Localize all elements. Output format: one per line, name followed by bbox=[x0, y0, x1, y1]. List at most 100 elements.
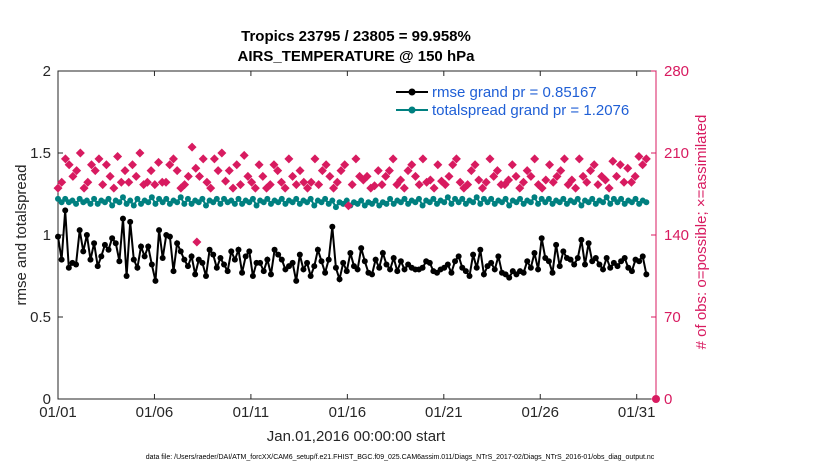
legend-label-spread: totalspread grand pr = 1.2076 bbox=[432, 102, 629, 119]
spread-point bbox=[329, 197, 336, 204]
chart-subtitle: AIRS_TEMPERATURE @ 150 hPa bbox=[238, 48, 476, 65]
obs-point bbox=[507, 160, 517, 170]
obs-point bbox=[317, 166, 327, 176]
obs-point bbox=[340, 160, 350, 170]
spread-point bbox=[545, 195, 552, 202]
obs-point bbox=[332, 177, 342, 187]
rmse-point bbox=[275, 251, 282, 258]
rmse-point bbox=[166, 233, 173, 240]
obs-point bbox=[444, 171, 454, 181]
spread-point bbox=[430, 195, 437, 202]
series-rmse bbox=[55, 207, 650, 284]
rmse-point bbox=[426, 259, 433, 266]
obs-point bbox=[582, 177, 592, 187]
spread-point bbox=[574, 195, 581, 202]
rmse-point bbox=[257, 259, 264, 266]
rmse-point bbox=[239, 269, 246, 276]
rmse-point bbox=[574, 254, 581, 261]
obs-point bbox=[463, 180, 473, 190]
obs-point bbox=[105, 171, 115, 181]
rmse-point bbox=[567, 256, 574, 263]
spread-point bbox=[618, 195, 625, 202]
obs-point bbox=[518, 177, 528, 187]
obs-point bbox=[53, 183, 63, 193]
rmse-point bbox=[538, 235, 545, 242]
obs-point bbox=[124, 177, 134, 187]
spread-point bbox=[441, 199, 448, 206]
rmse-point bbox=[361, 258, 368, 265]
obs-point bbox=[593, 180, 603, 190]
obs-point bbox=[485, 154, 495, 164]
obs-point bbox=[247, 177, 257, 187]
spread-point bbox=[311, 202, 318, 209]
rmse-point bbox=[296, 251, 303, 258]
obs-point bbox=[578, 171, 588, 181]
spread-point bbox=[116, 199, 123, 206]
obs-point bbox=[589, 160, 599, 170]
obs-point bbox=[478, 183, 488, 193]
obs-point bbox=[545, 160, 555, 170]
obs-point bbox=[623, 163, 633, 173]
rmse-point bbox=[98, 253, 105, 260]
rmse-point bbox=[138, 243, 145, 250]
obs-point bbox=[347, 180, 357, 190]
obs-point bbox=[60, 154, 70, 164]
x-tick-label: 01/31 bbox=[618, 404, 656, 421]
rmse-point bbox=[444, 261, 451, 268]
rmse-point bbox=[332, 264, 339, 271]
obs-point bbox=[228, 183, 238, 193]
rmse-point bbox=[397, 258, 404, 265]
obs-point bbox=[302, 183, 312, 193]
rmse-point bbox=[231, 256, 238, 263]
rmse-point bbox=[123, 273, 130, 279]
rmse-point bbox=[202, 273, 209, 279]
obs-point bbox=[343, 201, 353, 211]
rmse-point bbox=[80, 248, 87, 255]
obs-point bbox=[291, 180, 301, 190]
rmse-point bbox=[462, 268, 469, 275]
obs-point bbox=[273, 166, 283, 176]
rmse-point bbox=[639, 253, 646, 260]
spread-point bbox=[383, 200, 390, 207]
obs-point bbox=[79, 183, 89, 193]
rmse-point bbox=[267, 271, 274, 278]
rmse-point bbox=[527, 264, 534, 271]
rmse-point bbox=[127, 218, 134, 225]
rmse-point bbox=[130, 256, 137, 263]
rmse-point bbox=[278, 256, 285, 263]
rmse-point bbox=[221, 261, 228, 268]
obs-point bbox=[284, 154, 294, 164]
rmse-point bbox=[73, 261, 80, 268]
spread-point bbox=[632, 195, 639, 202]
rmse-point bbox=[549, 269, 556, 276]
rmse-point bbox=[224, 268, 231, 275]
plot-area bbox=[57, 70, 657, 400]
rmse-point bbox=[65, 264, 72, 271]
spread-point bbox=[231, 200, 238, 207]
chart-title: Tropics 23795 / 23805 = 99.958% bbox=[241, 28, 471, 45]
obs-point bbox=[451, 154, 461, 164]
rmse-point bbox=[246, 248, 253, 255]
y-tick-label: 0 bbox=[43, 391, 51, 408]
spread-point bbox=[148, 194, 155, 201]
rmse-point bbox=[643, 271, 650, 278]
spread-point bbox=[603, 194, 610, 201]
y-tick-label: 0.5 bbox=[30, 309, 51, 326]
obs-point bbox=[370, 181, 380, 191]
spread-point bbox=[322, 195, 329, 202]
rmse-point bbox=[148, 261, 155, 268]
legend-box bbox=[393, 80, 648, 122]
obs-point bbox=[165, 160, 175, 170]
rmse-point bbox=[585, 240, 592, 247]
obs-point bbox=[567, 175, 577, 185]
rmse-point bbox=[242, 253, 249, 260]
obs-point bbox=[522, 166, 532, 176]
obs-point bbox=[150, 180, 160, 190]
rmse-point bbox=[628, 268, 635, 275]
rmse-point bbox=[387, 266, 394, 273]
x-tick-label: 01/01 bbox=[39, 404, 77, 421]
obs-point bbox=[131, 171, 141, 181]
rmse-point bbox=[600, 266, 607, 273]
rmse-point bbox=[58, 256, 65, 263]
obs-point bbox=[94, 154, 104, 164]
